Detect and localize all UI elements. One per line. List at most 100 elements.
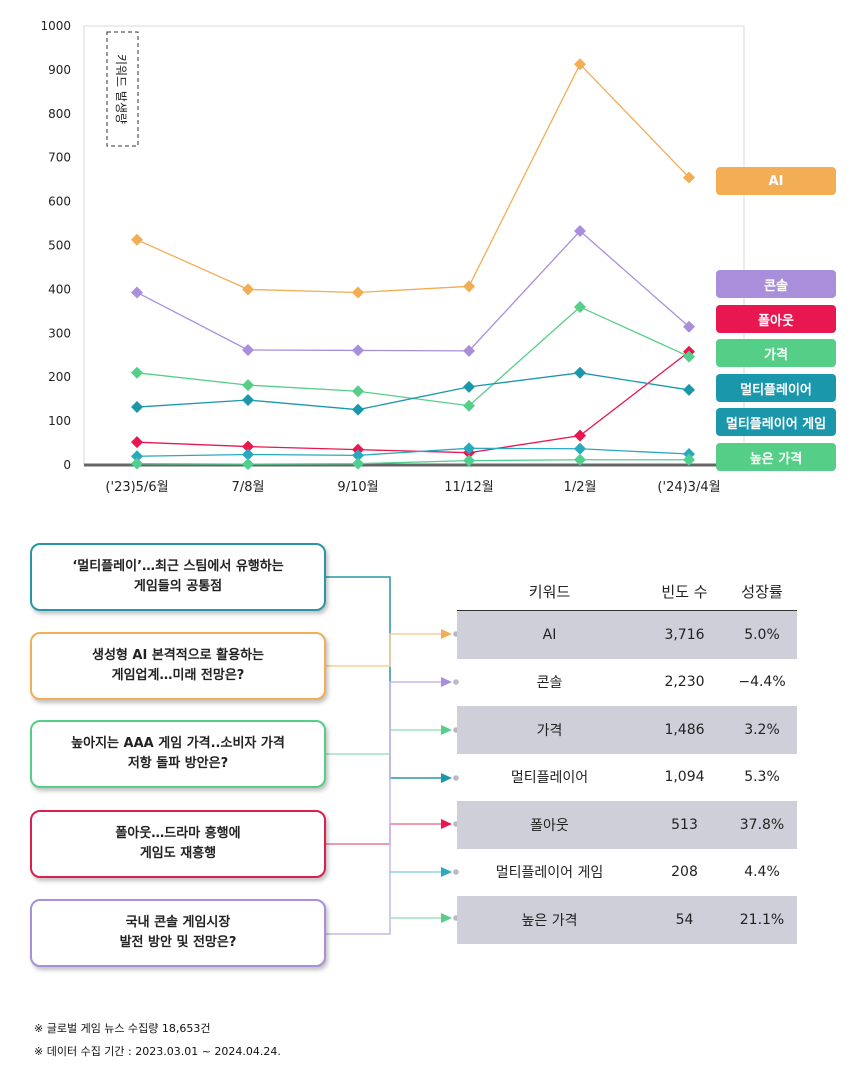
series-line bbox=[136, 459, 689, 465]
table-row: 높은 가격 54 21.1% bbox=[457, 896, 797, 944]
connector-arrowhead bbox=[441, 773, 452, 783]
data-point bbox=[131, 450, 143, 463]
connector-news-price bbox=[326, 729, 447, 755]
cell-growth: 4.4% bbox=[744, 864, 780, 881]
connector-dot bbox=[453, 869, 459, 875]
data-point bbox=[242, 448, 254, 461]
table-row: 멀티플레이어 1,094 5.3% bbox=[457, 754, 797, 802]
cell-keyword: 폴아웃 bbox=[530, 817, 569, 834]
data-point bbox=[352, 457, 364, 470]
news-card-multiplayer: ‘멀티플레이’…최근 스팀에서 유행하는 게임들의 공통점 bbox=[30, 543, 326, 611]
y-tick-label: 500 bbox=[48, 239, 71, 253]
cell-frequency: 2,230 bbox=[664, 674, 705, 691]
cell-frequency: 208 bbox=[671, 864, 698, 881]
data-point bbox=[352, 286, 364, 299]
cell-growth: 21.1% bbox=[739, 911, 785, 928]
data-point bbox=[574, 366, 586, 379]
data-point bbox=[352, 385, 364, 398]
data-point bbox=[131, 233, 143, 246]
y-tick-label: 600 bbox=[48, 195, 71, 209]
series-line bbox=[136, 63, 690, 294]
table-row: 콘솔 2,230 −4.4% bbox=[457, 659, 797, 707]
x-tick-label: 7/8월 bbox=[232, 480, 265, 495]
x-tick-label: 1/2월 bbox=[564, 480, 597, 495]
data-point bbox=[242, 394, 254, 407]
connector-arrowhead bbox=[441, 913, 452, 923]
header-keyword: 키워드 bbox=[528, 582, 571, 601]
data-point bbox=[242, 379, 254, 392]
y-axis-label-box bbox=[106, 31, 139, 147]
connector-arrowhead bbox=[441, 677, 452, 687]
table-row: 가격 1,486 3.2% bbox=[457, 706, 797, 754]
plot-area bbox=[83, 25, 745, 466]
data-point bbox=[463, 399, 475, 412]
cell-keyword: 가격 bbox=[536, 722, 563, 739]
footnote-period: ※ 데이터 수집 기간 : 2023.03.01 ~ 2024.04.24. bbox=[34, 1045, 281, 1058]
table-row: 멀티플레이어 게임 208 4.4% bbox=[457, 849, 797, 897]
cell-growth: 5.3% bbox=[744, 769, 780, 786]
cell-growth: −4.4% bbox=[738, 674, 786, 691]
series-line bbox=[136, 372, 690, 411]
data-point bbox=[131, 401, 143, 414]
connector-arrowhead bbox=[441, 629, 452, 639]
header-frequency: 빈도 수 bbox=[661, 582, 708, 601]
y-axis-label: 키워드 발생량 bbox=[114, 54, 128, 124]
series-line bbox=[136, 447, 690, 457]
news-card-price: 높아지는 AAA 게임 가격..소비자 가격 저항 돌파 방안은? bbox=[30, 720, 326, 788]
x-tick-label: 11/12월 bbox=[444, 480, 493, 495]
table-header: 키워드 빈도 수 성장률 bbox=[457, 572, 797, 611]
data-point bbox=[131, 286, 143, 299]
cell-keyword: 멀티플레이어 bbox=[510, 770, 589, 787]
data-point bbox=[242, 458, 254, 471]
x-tick-label: ('24)3/4월 bbox=[657, 480, 720, 495]
cell-keyword: 높은 가격 bbox=[521, 912, 578, 929]
data-point bbox=[352, 403, 364, 416]
news-card-ai: 생성형 AI 본격적으로 활용하는 게임업계…미래 전망은? bbox=[30, 632, 326, 700]
connector-news-ai bbox=[326, 633, 447, 667]
x-tick-label: 9/10월 bbox=[337, 480, 378, 495]
legend-item-high-price: 높은 가격 bbox=[716, 443, 836, 471]
cell-growth: 3.2% bbox=[744, 721, 780, 738]
y-tick-label: 100 bbox=[48, 414, 71, 428]
data-point bbox=[683, 320, 695, 333]
series-line bbox=[136, 230, 690, 352]
data-point bbox=[131, 366, 143, 379]
data-point bbox=[463, 344, 475, 357]
data-point bbox=[574, 442, 586, 455]
legend-item-price: 가격 bbox=[716, 339, 836, 367]
footnote-news-count: ※ 글로벌 게임 뉴스 수집량 18,653건 bbox=[34, 1022, 211, 1035]
data-point bbox=[574, 429, 586, 442]
x-tick-label: ('23)5/6월 bbox=[105, 480, 168, 495]
keyword-table: 키워드 빈도 수 성장률 AI 3,716 5.0% 콘솔 2,230 −4.4… bbox=[457, 572, 797, 944]
connector-news-console bbox=[326, 681, 447, 935]
series-line bbox=[136, 351, 690, 454]
data-point bbox=[242, 283, 254, 296]
cell-frequency: 1,094 bbox=[664, 769, 705, 786]
connector-arrowhead bbox=[441, 867, 452, 877]
data-point bbox=[463, 280, 475, 293]
data-point bbox=[242, 343, 254, 356]
y-tick-label: 700 bbox=[48, 151, 71, 165]
data-point bbox=[131, 457, 143, 470]
cell-keyword: 멀티플레이어 게임 bbox=[495, 865, 604, 882]
connector-news-fallout bbox=[326, 823, 447, 845]
connector-dot bbox=[453, 775, 459, 781]
legend-item-console: 콘솔 bbox=[716, 270, 836, 298]
data-point bbox=[463, 454, 475, 467]
data-point bbox=[352, 344, 364, 357]
news-card-console: 국내 콘솔 게임시장 발전 방안 및 전망은? bbox=[30, 899, 326, 967]
y-tick-label: 800 bbox=[48, 107, 71, 121]
data-point bbox=[683, 453, 695, 466]
data-point bbox=[463, 442, 475, 455]
connector-news-multiplayer bbox=[326, 576, 447, 779]
data-point bbox=[683, 171, 695, 184]
connector-arrowhead bbox=[441, 725, 452, 735]
header-growth: 성장률 bbox=[741, 582, 783, 601]
table-row: 폴아웃 513 37.8% bbox=[457, 801, 797, 849]
data-point bbox=[352, 449, 364, 462]
cell-growth: 37.8% bbox=[739, 816, 785, 833]
y-tick-label: 300 bbox=[48, 326, 71, 340]
legend-item-multiplayer-game: 멀티플레이어 게임 bbox=[716, 408, 836, 436]
data-point bbox=[574, 300, 586, 313]
